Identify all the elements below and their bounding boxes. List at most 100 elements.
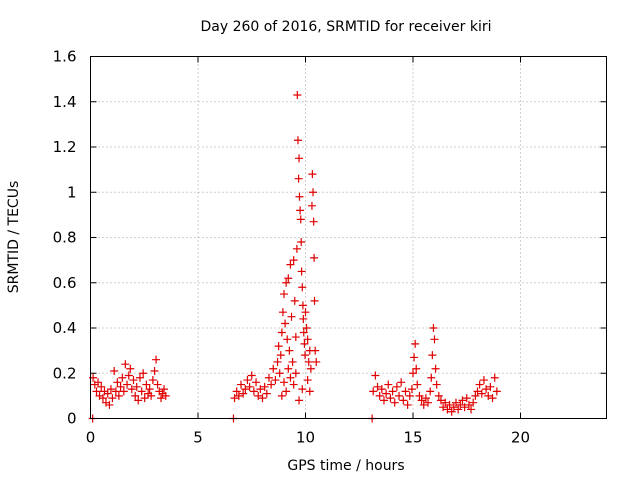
data-point bbox=[264, 373, 273, 382]
data-point bbox=[377, 385, 386, 394]
data-point bbox=[106, 385, 115, 394]
data-point bbox=[299, 314, 308, 323]
data-point bbox=[464, 400, 473, 409]
data-point bbox=[140, 394, 149, 403]
data-point bbox=[297, 267, 306, 276]
data-point bbox=[375, 391, 384, 400]
data-point bbox=[110, 366, 119, 375]
data-point bbox=[431, 364, 440, 373]
data-point bbox=[449, 403, 458, 412]
data-point bbox=[97, 382, 106, 391]
data-point bbox=[289, 256, 298, 265]
data-point bbox=[286, 373, 295, 382]
data-point bbox=[94, 378, 103, 387]
data-point bbox=[310, 253, 319, 262]
y-tick-label: 0 bbox=[67, 410, 77, 428]
data-point bbox=[239, 389, 248, 398]
data-point bbox=[126, 364, 135, 373]
data-point bbox=[256, 385, 265, 394]
data-point bbox=[307, 201, 316, 210]
data-point bbox=[161, 391, 170, 400]
data-point bbox=[286, 260, 295, 269]
data-point bbox=[92, 387, 101, 396]
data-point bbox=[310, 296, 319, 305]
data-point bbox=[308, 170, 317, 179]
data-point bbox=[384, 380, 393, 389]
data-point bbox=[237, 380, 245, 389]
data-point bbox=[284, 364, 293, 373]
data-point bbox=[254, 391, 263, 400]
data-point bbox=[428, 351, 437, 360]
data-point bbox=[258, 394, 267, 403]
data-point bbox=[305, 387, 314, 396]
data-point bbox=[234, 391, 243, 400]
data-point bbox=[467, 405, 476, 414]
data-point bbox=[407, 385, 416, 394]
y-axis-label: SRMTID / TECUs bbox=[6, 181, 22, 294]
data-point bbox=[289, 380, 298, 389]
data-point bbox=[113, 378, 122, 387]
data-point bbox=[282, 387, 291, 396]
data-point bbox=[273, 357, 282, 366]
data-point bbox=[103, 389, 112, 398]
data-point bbox=[298, 283, 307, 292]
y-tick-label: 1.6 bbox=[53, 48, 77, 66]
data-point bbox=[410, 353, 419, 362]
data-point bbox=[303, 376, 312, 385]
y-tick-label: 0.8 bbox=[53, 229, 77, 247]
data-point bbox=[295, 154, 304, 163]
data-point bbox=[108, 394, 117, 403]
data-point bbox=[412, 364, 421, 373]
data-point bbox=[445, 400, 454, 409]
data-point bbox=[390, 398, 399, 407]
data-point bbox=[479, 376, 488, 385]
data-point bbox=[105, 400, 114, 409]
data-point bbox=[271, 376, 280, 385]
y-tick-label: 1.4 bbox=[53, 93, 77, 111]
data-point bbox=[127, 385, 136, 394]
data-point bbox=[295, 192, 304, 201]
x-tick-label: 10 bbox=[296, 429, 315, 447]
data-point bbox=[230, 394, 239, 403]
data-point bbox=[458, 396, 467, 405]
data-point bbox=[452, 398, 460, 407]
data-point bbox=[294, 174, 303, 183]
data-point bbox=[243, 376, 252, 385]
data-point bbox=[148, 376, 157, 385]
data-point bbox=[415, 391, 424, 400]
data-point bbox=[490, 373, 499, 382]
data-point bbox=[283, 335, 292, 344]
data-point bbox=[276, 351, 285, 360]
data-point bbox=[247, 371, 256, 380]
data-point bbox=[403, 400, 412, 409]
data-point bbox=[299, 328, 308, 337]
x-tick-label: 5 bbox=[193, 429, 203, 447]
data-point bbox=[288, 357, 297, 366]
data-point bbox=[413, 380, 422, 389]
data-point bbox=[301, 351, 310, 360]
data-point bbox=[137, 387, 146, 396]
data-point bbox=[429, 324, 438, 332]
data-point bbox=[399, 396, 408, 405]
plot-frame bbox=[90, 56, 607, 419]
data-point bbox=[119, 387, 128, 396]
data-point bbox=[262, 389, 271, 398]
data-point bbox=[292, 244, 301, 253]
grid bbox=[90, 56, 607, 419]
data-point bbox=[297, 238, 306, 247]
data-point bbox=[160, 385, 169, 394]
data-point bbox=[419, 400, 428, 409]
data-point bbox=[388, 387, 397, 396]
data-point bbox=[142, 380, 151, 389]
data-point bbox=[139, 369, 148, 378]
data-point bbox=[371, 371, 380, 380]
data-point bbox=[432, 380, 441, 389]
data-point bbox=[145, 385, 154, 394]
data-point bbox=[456, 400, 465, 409]
data-point bbox=[473, 387, 482, 396]
data-point bbox=[409, 369, 417, 378]
data-point bbox=[379, 396, 388, 405]
data-point bbox=[291, 369, 300, 378]
data-point bbox=[281, 319, 290, 328]
data-point bbox=[302, 324, 311, 332]
